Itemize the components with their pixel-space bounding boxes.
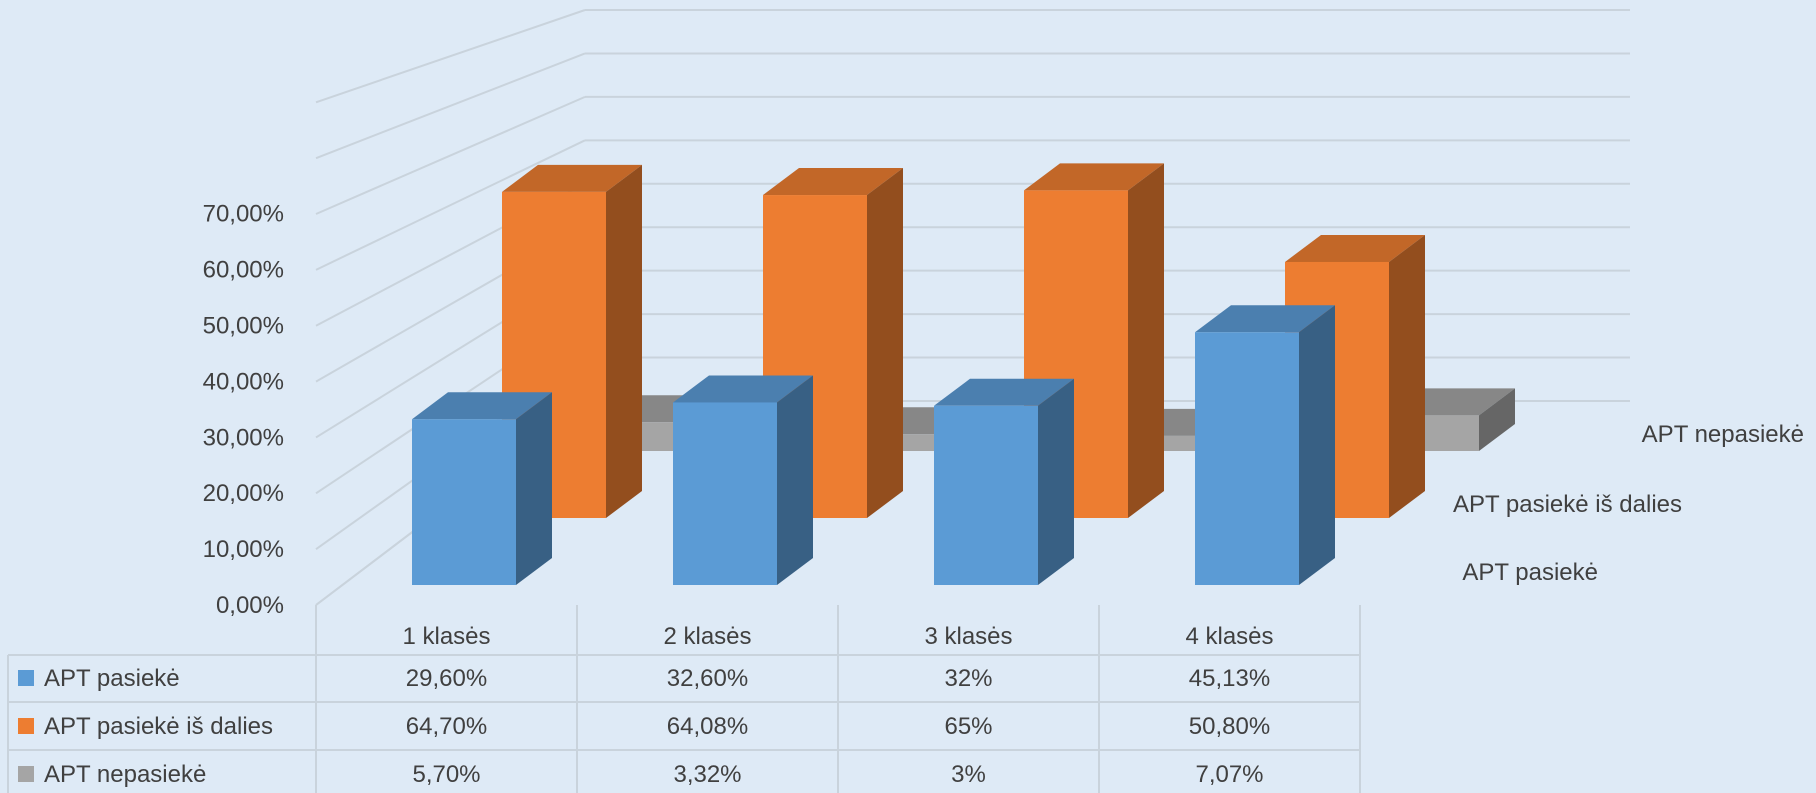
legend-swatch xyxy=(18,718,34,734)
y-tick-label: 20,00% xyxy=(203,480,284,507)
bar-1-3-top xyxy=(934,378,1074,406)
depth-axis-label: APT pasiekė iš dalies xyxy=(1453,491,1682,518)
table-cell: 64,08% xyxy=(667,713,748,740)
bar-1-2-front xyxy=(673,402,777,585)
table-cell: 32,60% xyxy=(667,665,748,692)
bar-2-3 xyxy=(1024,163,1164,518)
table-cell: 5,70% xyxy=(412,761,480,788)
y-tick-label: 70,00% xyxy=(203,201,284,228)
table-cell: 64,70% xyxy=(406,713,487,740)
category-label: 4 klasės xyxy=(1185,623,1273,650)
bar-1-1-side xyxy=(516,392,552,585)
category-label: 3 klasės xyxy=(924,623,1012,650)
y-tick-label: 60,00% xyxy=(203,257,284,284)
side-gridline xyxy=(315,52,586,160)
table-cell: 29,60% xyxy=(406,665,487,692)
category-label: 1 klasės xyxy=(402,623,490,650)
side-gridline xyxy=(315,9,586,104)
table-cell: 50,80% xyxy=(1189,713,1270,740)
series-name: APT pasiekė xyxy=(44,665,180,692)
data-table: 1 klasės 2 klasės 3 klasės 4 klasės APT pasi… xyxy=(7,605,1361,793)
bar-1-1-top xyxy=(412,392,552,420)
table-cell: 7,07% xyxy=(1195,761,1263,788)
bar-1-2-top xyxy=(673,375,813,403)
bar-2-3-side xyxy=(1128,163,1164,518)
y-tick-label: 10,00% xyxy=(203,536,284,563)
y-tick-label: 30,00% xyxy=(203,424,284,451)
y-tick-label: 40,00% xyxy=(203,368,284,395)
bar-2-3-top xyxy=(1024,163,1164,191)
bar-2-1-top xyxy=(502,164,642,192)
depth-axis-label: APT nepasiekė xyxy=(1642,421,1804,448)
bar-1-1-front xyxy=(412,419,516,585)
bar-1-1 xyxy=(412,392,552,585)
bar-2-1-side xyxy=(606,164,642,519)
bar-2-4-top xyxy=(1285,234,1425,262)
depth-axis-label: APT pasiekė xyxy=(1462,559,1598,586)
bar-1-3 xyxy=(934,378,1074,585)
bar-1-2-side xyxy=(777,375,813,585)
legend-swatch xyxy=(18,670,34,686)
series-name: APT nepasiekė xyxy=(44,761,206,788)
side-gridline xyxy=(315,95,586,215)
gridlines xyxy=(315,9,1630,606)
bar-1-4-top xyxy=(1195,305,1335,333)
bar-2-2-top xyxy=(763,168,903,196)
table-cell: 45,13% xyxy=(1189,665,1270,692)
bar-3-4-side xyxy=(1479,388,1515,451)
category-label: 2 klasės xyxy=(663,623,751,650)
table-cell: 65% xyxy=(944,713,992,740)
bar-1-2 xyxy=(673,375,813,585)
bar-1-4 xyxy=(1195,305,1335,585)
bar-1-4-front xyxy=(1195,332,1299,585)
series-name: APT pasiekė iš dalies xyxy=(44,713,273,740)
table-cell: 32% xyxy=(944,665,992,692)
bar-1-3-front xyxy=(934,405,1038,585)
bar-2-2 xyxy=(763,168,903,518)
y-tick-label: 0,00% xyxy=(216,592,284,619)
bar-2-2-side xyxy=(867,168,903,518)
legend-swatch xyxy=(18,766,34,782)
bar-1-4-side xyxy=(1299,305,1335,585)
y-tick-label: 50,00% xyxy=(203,313,284,340)
table-cell: 3,32% xyxy=(673,761,741,788)
bar-1-3-side xyxy=(1038,378,1074,585)
table-cell: 3% xyxy=(951,761,986,788)
side-gridline xyxy=(315,139,586,271)
bar-2-4-side xyxy=(1389,234,1425,518)
